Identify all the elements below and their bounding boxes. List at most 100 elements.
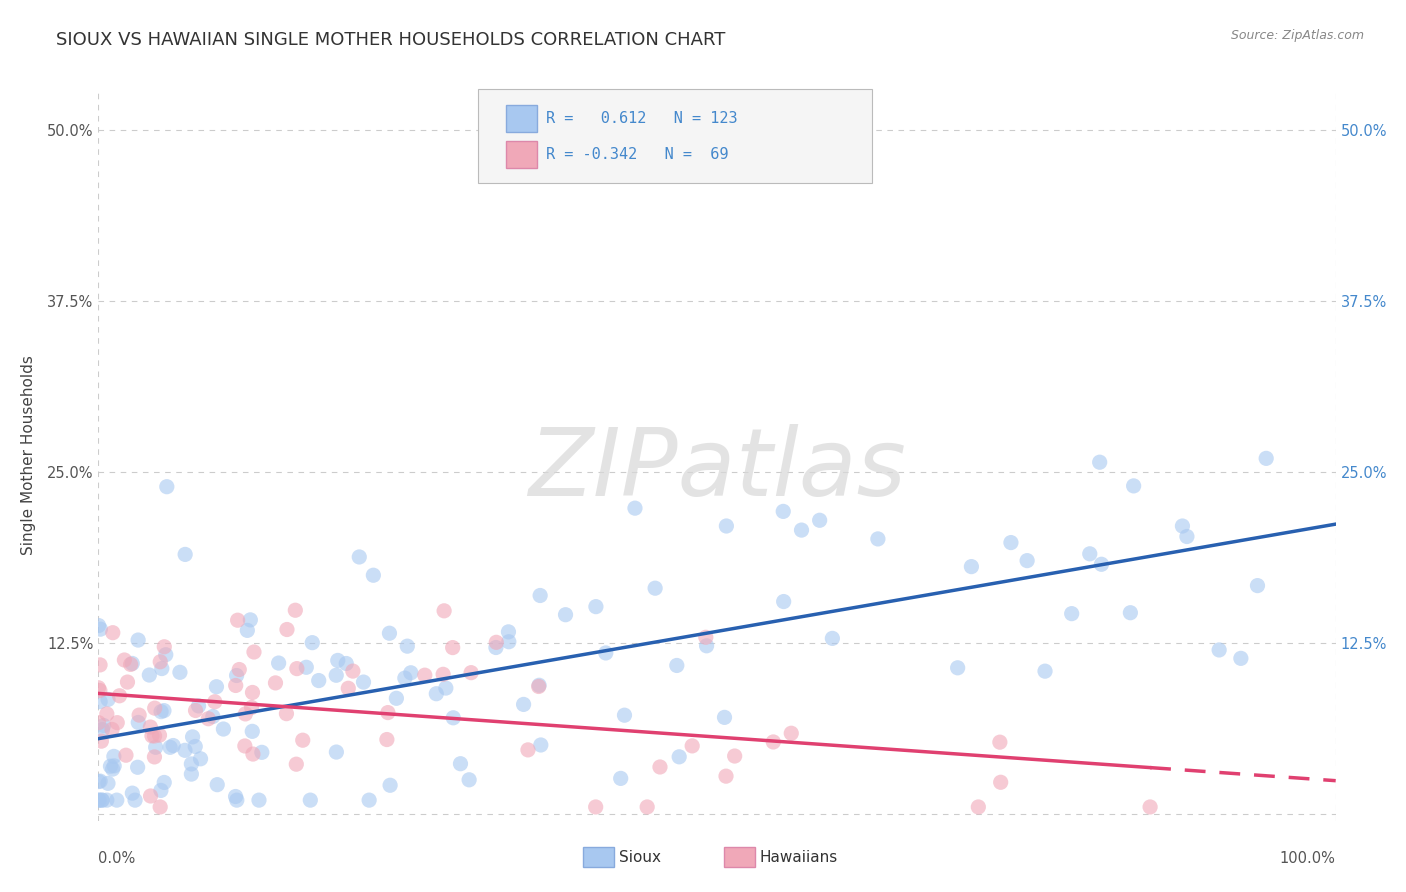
Point	[1208, 643, 1230, 657]
Point	[988, 735, 1011, 749]
Point	[120, 657, 142, 672]
Point	[91, 793, 114, 807]
Point	[156, 480, 179, 494]
Point	[97, 776, 120, 790]
Point	[960, 559, 983, 574]
Point	[301, 635, 323, 649]
Point	[139, 789, 162, 803]
Point	[139, 720, 162, 734]
Point	[554, 607, 576, 622]
Point	[1119, 606, 1142, 620]
Point	[668, 749, 690, 764]
Point	[425, 687, 447, 701]
Point	[242, 685, 264, 699]
Point	[247, 793, 270, 807]
Point	[285, 757, 308, 772]
Point	[105, 793, 128, 807]
Point	[1175, 529, 1198, 543]
Point	[267, 656, 290, 670]
Point	[205, 680, 228, 694]
Point	[89, 774, 111, 789]
Point	[174, 548, 197, 562]
Point	[353, 675, 375, 690]
Point	[866, 532, 889, 546]
Point	[517, 743, 540, 757]
Point	[174, 743, 197, 757]
Point	[772, 504, 794, 518]
Point	[128, 708, 150, 723]
Point	[808, 513, 831, 527]
Point	[93, 718, 115, 732]
Point	[155, 648, 177, 662]
Point	[159, 740, 181, 755]
Point	[89, 622, 111, 636]
Point	[527, 680, 550, 694]
Point	[299, 793, 322, 807]
Point	[87, 618, 110, 632]
Point	[413, 668, 436, 682]
Point	[225, 789, 247, 804]
Point	[821, 632, 844, 646]
Text: ZIPatlas: ZIPatlas	[529, 424, 905, 515]
Point	[1256, 451, 1278, 466]
Point	[529, 589, 551, 603]
Point	[780, 726, 803, 740]
Point	[138, 668, 160, 682]
Point	[181, 730, 204, 744]
Point	[613, 708, 636, 723]
Point	[143, 701, 166, 715]
Point	[153, 704, 176, 718]
Point	[233, 739, 256, 753]
Point	[276, 623, 298, 637]
Point	[295, 660, 318, 674]
Point	[96, 706, 118, 721]
Point	[103, 759, 125, 773]
Point	[148, 728, 170, 742]
Point	[225, 793, 247, 807]
Point	[240, 724, 263, 739]
Point	[326, 653, 349, 667]
Y-axis label: Single Mother Households: Single Mother Households	[21, 355, 37, 555]
Point	[665, 658, 688, 673]
Point	[485, 640, 508, 655]
Point	[636, 800, 658, 814]
Point	[91, 723, 114, 737]
Point	[124, 793, 146, 807]
Point	[1078, 547, 1101, 561]
Point	[378, 626, 401, 640]
Point	[149, 655, 172, 669]
Point	[276, 706, 298, 721]
Point	[96, 793, 118, 807]
Point	[127, 760, 149, 774]
Point	[394, 671, 416, 685]
Point	[433, 604, 456, 618]
Text: Hawaiians: Hawaiians	[759, 850, 838, 864]
Point	[180, 756, 202, 771]
Point	[240, 700, 263, 714]
Point	[399, 665, 422, 680]
Point	[162, 739, 184, 753]
Point	[385, 691, 408, 706]
Point	[197, 712, 219, 726]
Text: Sioux: Sioux	[619, 850, 661, 864]
Point	[349, 549, 371, 564]
Point	[585, 599, 607, 614]
Point	[149, 783, 172, 797]
Point	[101, 625, 124, 640]
Point	[648, 760, 671, 774]
Point	[90, 793, 112, 807]
Point	[946, 661, 969, 675]
Point	[100, 759, 122, 773]
Point	[153, 775, 176, 789]
Point	[1017, 554, 1039, 568]
Point	[243, 645, 266, 659]
Point	[150, 662, 173, 676]
Point	[207, 778, 229, 792]
Point	[1230, 651, 1253, 665]
Point	[225, 678, 247, 692]
Point	[714, 769, 737, 783]
Point	[225, 668, 247, 682]
Point	[250, 745, 273, 759]
Point	[378, 778, 401, 792]
Point	[226, 613, 249, 627]
